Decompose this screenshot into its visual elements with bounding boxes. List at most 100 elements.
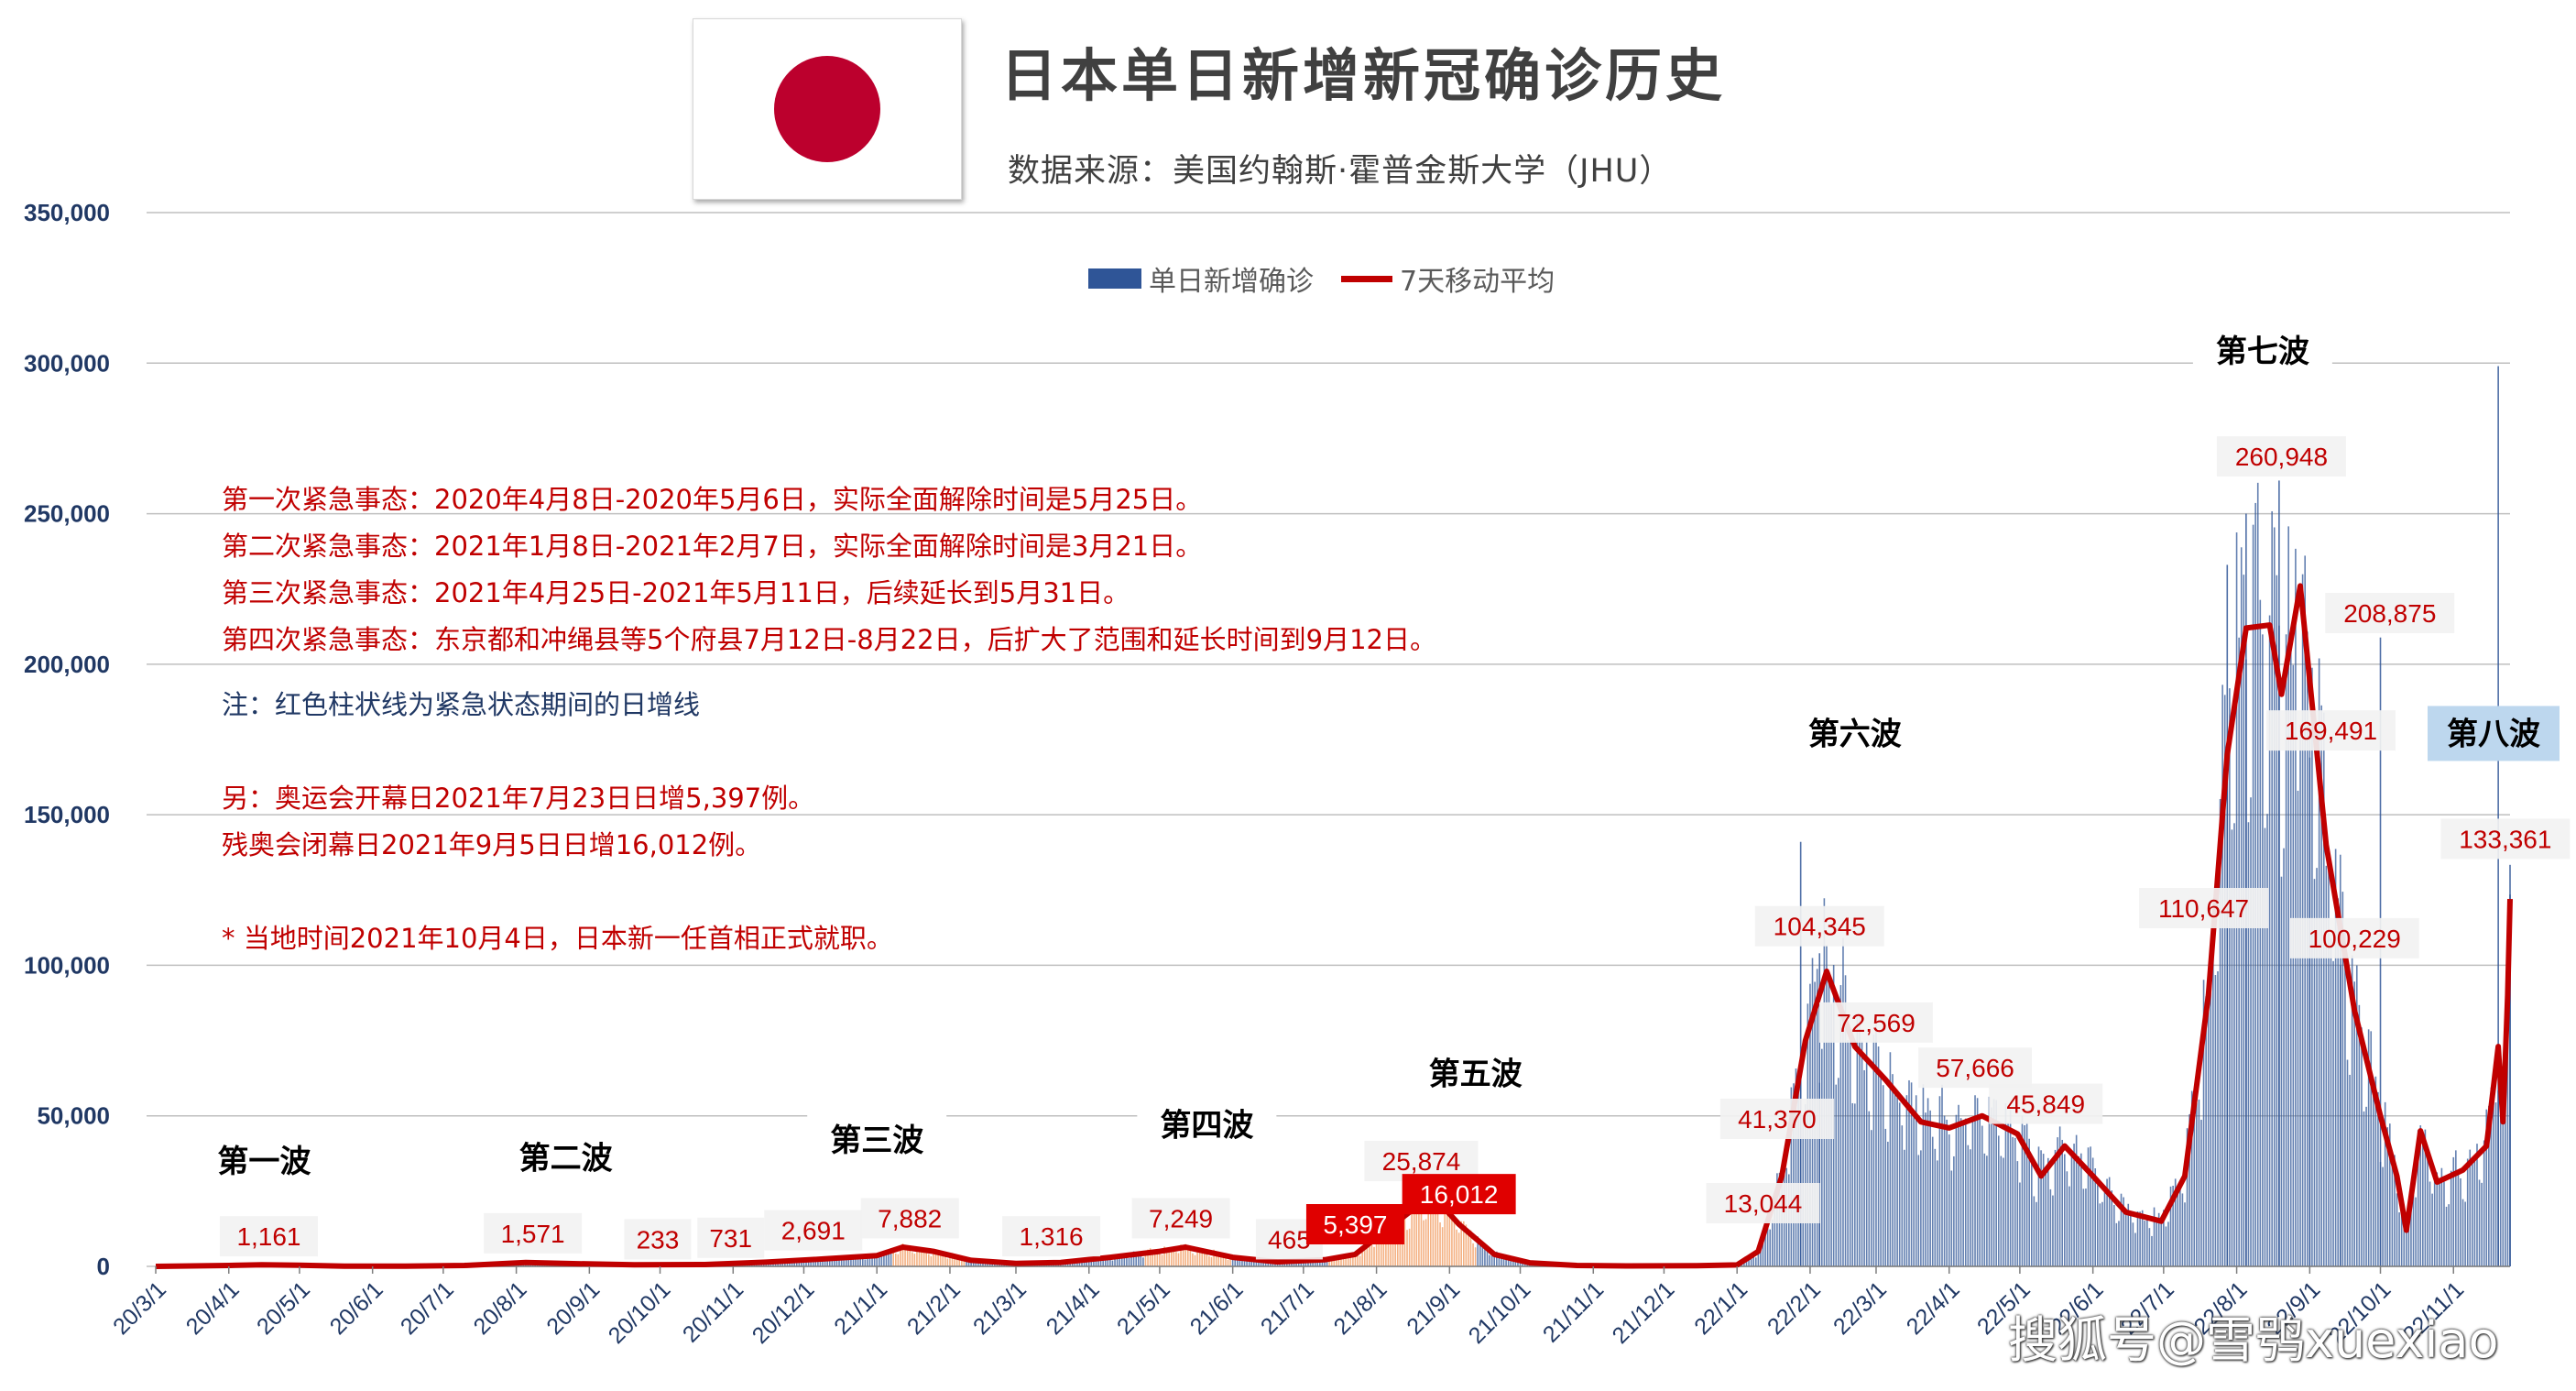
daily-bar (1159, 1254, 1161, 1266)
daily-bar (1871, 1130, 1872, 1266)
daily-bar (2367, 1029, 2370, 1266)
daily-bar (2419, 1125, 2422, 1266)
daily-bar (2134, 1232, 2136, 1266)
daily-bar (2036, 1201, 2037, 1266)
daily-bar (2332, 960, 2334, 1266)
daily-bar (1168, 1248, 1171, 1266)
daily-bar (1901, 1125, 1904, 1266)
daily-bar (2417, 1130, 2419, 1266)
daily-bar (1882, 1085, 1884, 1266)
daily-bar (2094, 1168, 2097, 1266)
daily-bar (1959, 1118, 1962, 1266)
daily-bar (2488, 1105, 2490, 1266)
daily-bar (2490, 1087, 2493, 1266)
daily-bar (1375, 1243, 1378, 1266)
daily-bar (819, 1258, 822, 1266)
daily-bar (2146, 1218, 2148, 1266)
daily-bar (1760, 1239, 1762, 1266)
daily-bar (1865, 1041, 1868, 1266)
daily-bar (1123, 1255, 1126, 1266)
daily-bar (2264, 827, 2266, 1266)
daily-bar (2259, 599, 2262, 1266)
daily-bar (1140, 1252, 1142, 1266)
daily-bar (2214, 975, 2217, 1266)
daily-bar (1842, 937, 1844, 1266)
daily-bar (1479, 1241, 1481, 1266)
daily-bar (1349, 1254, 1352, 1266)
x-tick-label: 21/1/1 (829, 1276, 892, 1340)
daily-bar (2136, 1211, 2139, 1266)
note-emergency-2: 第二次紧急事态：2021年1月8日-2021年2月7日，实际全面解除时间是3月2… (222, 531, 1203, 562)
daily-bar (2476, 1144, 2478, 1266)
daily-bar (2377, 1091, 2379, 1266)
data-label-bg (860, 1198, 959, 1239)
daily-bar (2285, 634, 2287, 1266)
daily-bar (2330, 938, 2332, 1266)
data-label: 25,874 (1382, 1147, 1461, 1176)
daily-bar (1889, 1052, 1892, 1266)
daily-bar (1147, 1249, 1149, 1266)
daily-bar (845, 1258, 847, 1266)
daily-bar (2278, 480, 2280, 1266)
legend-bar-swatch (1088, 268, 1141, 289)
daily-bar (2406, 1222, 2407, 1266)
daily-bar (1948, 1134, 1950, 1266)
daily-bar (2297, 790, 2299, 1266)
note-emergency-1: 第一次紧急事态：2020年4月8日-2020年5月6日，实际全面解除时间是5月2… (222, 484, 1203, 515)
daily-bar (2120, 1193, 2123, 1266)
daily-bar (1766, 1219, 1769, 1266)
daily-bar (2505, 1048, 2506, 1266)
daily-bar (2040, 1150, 2042, 1266)
x-tick-label: 20/3/1 (108, 1276, 171, 1340)
daily-bar (2151, 1235, 2153, 1266)
daily-bar (1992, 1099, 1995, 1266)
daily-bar (1505, 1258, 1507, 1266)
daily-bar (1354, 1253, 1357, 1266)
daily-bar (1352, 1253, 1354, 1266)
daily-bar (1970, 1149, 1971, 1266)
daily-bar (1107, 1257, 1109, 1266)
data-label: 45,849 (2006, 1090, 2085, 1119)
daily-bar (2087, 1147, 2090, 1266)
daily-bar (2313, 879, 2316, 1266)
daily-bar (2436, 1172, 2439, 1266)
daily-bar (2466, 1158, 2469, 1266)
daily-bar (1752, 1256, 1755, 1266)
y-tick-label: 200,000 (24, 651, 110, 678)
daily-bar (1856, 1013, 1859, 1266)
daily-bar (963, 1260, 966, 1266)
daily-bar (1227, 1259, 1229, 1266)
daily-bar (1465, 1224, 1468, 1266)
daily-bar (2000, 1156, 2003, 1266)
daily-bar (1920, 1150, 1922, 1266)
daily-bar (2439, 1177, 2440, 1266)
daily-bar (1304, 1260, 1307, 1266)
daily-bar (2021, 1115, 2024, 1266)
daily-bar (795, 1262, 798, 1266)
daily-bar (2431, 1193, 2433, 1266)
data-label: 13,044 (1724, 1189, 1803, 1218)
daily-bar (1462, 1221, 1465, 1266)
x-tick-label: 22/1/1 (1689, 1276, 1752, 1340)
data-label-bg (1706, 1183, 1820, 1223)
y-tick-label: 250,000 (24, 500, 110, 528)
daily-bar (2167, 1221, 2169, 1266)
daily-bar (2382, 1166, 2384, 1266)
data-label: 57,666 (1936, 1054, 2014, 1082)
daily-bar (2219, 799, 2221, 1266)
daily-bar (1898, 1102, 1901, 1266)
wave-label-bg (1785, 707, 1925, 760)
daily-bar (1429, 1192, 1432, 1266)
daily-bar (2075, 1134, 2078, 1266)
data-label: 465 (1268, 1225, 1311, 1254)
daily-bar (972, 1260, 975, 1266)
daily-bar (2445, 1206, 2448, 1266)
daily-bar (1887, 1141, 1889, 1266)
daily-bar (1291, 1262, 1293, 1266)
daily-bar (1326, 1261, 1328, 1266)
daily-bar (2325, 865, 2328, 1266)
daily-bar (2349, 1074, 2351, 1266)
legend: 单日新增确诊 7天移动平均 (1088, 258, 1555, 299)
daily-bar (2450, 1170, 2452, 1266)
daily-bar (1406, 1230, 1408, 1266)
